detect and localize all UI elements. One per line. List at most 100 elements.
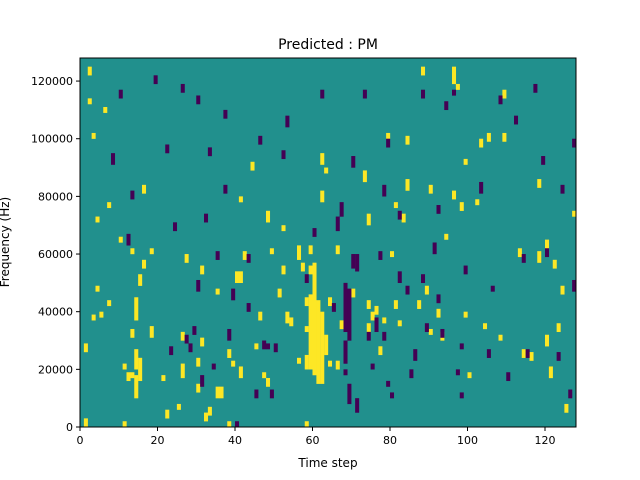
- heatmap-cell-high: [91, 132, 96, 139]
- heatmap-background: [80, 58, 576, 427]
- heatmap-cell-low: [320, 89, 325, 99]
- heatmap-cell-high: [521, 349, 526, 358]
- heatmap-cell-high: [502, 132, 507, 142]
- heatmap-cell-high: [335, 360, 340, 370]
- heatmap-cell-high: [235, 271, 240, 284]
- heatmap-cell-high: [339, 320, 344, 330]
- heatmap-cell-low: [386, 138, 391, 148]
- y-tick-label: 0: [66, 421, 73, 434]
- heatmap-cell-low: [196, 95, 201, 105]
- heatmap-cell-low: [514, 115, 519, 125]
- heatmap-cell-high: [138, 274, 143, 286]
- heatmap-cell-high: [99, 311, 104, 318]
- heatmap-cell-high: [386, 132, 391, 139]
- heatmap-cell-high: [281, 225, 286, 232]
- heatmap-cell-low: [227, 328, 232, 341]
- heatmap-cell-high: [417, 300, 422, 309]
- heatmap-cell-low: [188, 343, 193, 353]
- heatmap-cell-low: [258, 135, 263, 145]
- heatmap-cell-low: [370, 363, 375, 370]
- heatmap-cell-high: [320, 311, 325, 384]
- heatmap-cell-high: [467, 372, 472, 379]
- heatmap-cell-high: [444, 233, 449, 240]
- heatmap-cell-low: [173, 222, 178, 232]
- heatmap-cell-high: [126, 372, 131, 382]
- heatmap-cell-low: [436, 205, 441, 214]
- heatmap-cell-high: [362, 170, 367, 183]
- heatmap-cell-low: [355, 254, 360, 272]
- heatmap-cell-high: [328, 297, 333, 307]
- heatmap-cell-high: [87, 98, 92, 105]
- heatmap-cell-high: [463, 158, 468, 165]
- heatmap-cell-low: [366, 331, 371, 341]
- heatmap-cell-high: [95, 216, 100, 223]
- heatmap-cell-high: [277, 288, 282, 298]
- y-tick-label: 60000: [38, 248, 73, 261]
- heatmap-cell-high: [238, 271, 243, 284]
- heatmap-cell-low: [235, 421, 240, 428]
- heatmap-cell-low: [486, 349, 491, 358]
- heatmap-cell-high: [308, 265, 313, 275]
- heatmap-cell-low: [560, 184, 565, 194]
- heatmap-cell-high: [382, 317, 387, 324]
- heatmap-cell-high: [455, 83, 460, 90]
- heatmap-cell-high: [196, 357, 201, 367]
- heatmap-cell-low: [165, 144, 170, 154]
- heatmap-cell-low: [343, 340, 348, 364]
- heatmap-cell-low: [440, 328, 445, 338]
- heatmap-cell-low: [506, 372, 511, 382]
- x-tick-label: 20: [151, 434, 165, 447]
- heatmap-cell-high: [165, 409, 170, 419]
- heatmap-cell-high: [452, 190, 457, 200]
- heatmap-cell-low: [118, 89, 123, 99]
- heatmap-cell-low: [266, 343, 271, 350]
- heatmap-cell-low: [347, 383, 352, 405]
- heatmap-cell-high: [335, 245, 340, 255]
- heatmap-cell-high: [250, 161, 255, 171]
- heatmap-cell-high: [219, 386, 224, 399]
- heatmap-cell-high: [134, 375, 139, 399]
- heatmap-cell-high: [87, 66, 92, 76]
- heatmap-cell-high: [180, 363, 185, 379]
- heatmap-cell-low: [459, 392, 464, 399]
- heatmap-cell-low: [207, 147, 212, 157]
- heatmap-cell-high: [463, 311, 468, 318]
- heatmap-cell-low: [347, 288, 352, 341]
- heatmap-cell-low: [192, 326, 197, 335]
- heatmap-cell-low: [130, 190, 135, 200]
- heatmap-cell-high: [122, 421, 127, 428]
- heatmap-cell-high: [242, 251, 247, 260]
- heatmap-cell-high: [266, 210, 271, 223]
- heatmap-cell-low: [231, 288, 236, 301]
- heatmap-cell-low: [223, 184, 228, 194]
- heatmap-cell-low: [335, 216, 340, 232]
- heatmap-cell-low: [355, 398, 360, 413]
- heatmap-cell-high: [149, 248, 154, 255]
- heatmap-cell-high: [405, 179, 410, 191]
- heatmap-cell-high: [238, 196, 243, 203]
- heatmap-cell-high: [196, 383, 201, 393]
- heatmap-cell-high: [560, 285, 565, 295]
- heatmap-cell-high: [545, 334, 550, 347]
- heatmap-cell-high: [204, 412, 209, 422]
- heatmap-cell-low: [424, 323, 429, 333]
- heatmap-cell-low: [204, 213, 209, 223]
- heatmap-cell-high: [142, 184, 147, 194]
- heatmap-cell-low: [382, 331, 387, 341]
- heatmap-cell-low: [246, 303, 251, 312]
- heatmap-cell-high: [378, 346, 383, 356]
- heatmap-cell-high: [118, 236, 123, 243]
- heatmap-cell-high: [374, 305, 379, 315]
- heatmap-cell-high: [304, 326, 309, 333]
- heatmap-cell-high: [517, 248, 522, 258]
- heatmap-cell-high: [215, 288, 220, 295]
- heatmap-cell-high: [269, 248, 274, 255]
- heatmap-cell-low: [200, 375, 205, 387]
- heatmap-cell-high: [564, 403, 569, 413]
- heatmap-cell-low: [339, 202, 344, 217]
- heatmap-cell-high: [483, 323, 488, 330]
- heatmap-cell-high: [351, 288, 356, 298]
- y-tick-label: 20000: [38, 363, 73, 376]
- heatmap-cell-high: [130, 372, 135, 379]
